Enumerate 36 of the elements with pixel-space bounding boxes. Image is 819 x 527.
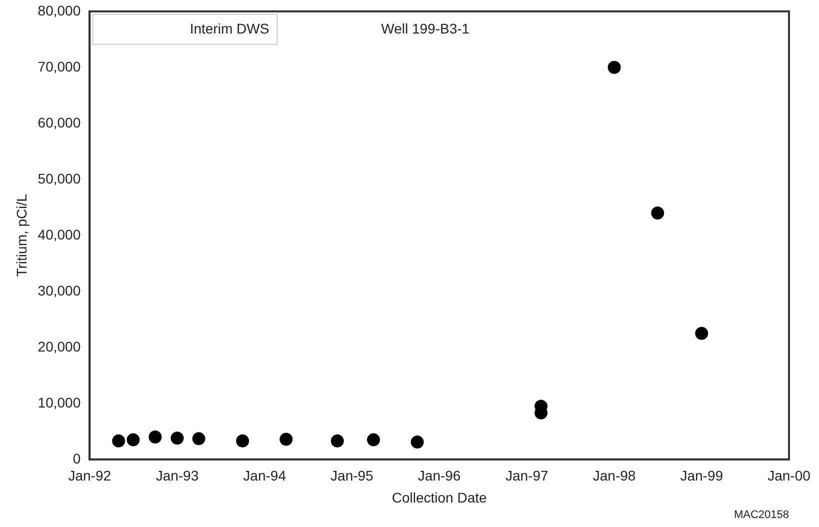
x-tick-label: Jan-96: [418, 468, 461, 484]
x-tick-label: Jan-99: [680, 468, 724, 484]
text: MAC20158: [734, 509, 789, 522]
x-axis-title: Collection Date: [392, 489, 487, 506]
x-tick-label: Jan-97: [506, 468, 549, 484]
x-tick-label: Jan-00: [768, 468, 811, 484]
point: [366, 433, 380, 446]
point: [170, 432, 184, 445]
y-tick-label: 70,000: [38, 58, 81, 74]
y-tick-label: 30,000: [38, 282, 81, 298]
x-tick-label: Jan-92: [68, 468, 112, 484]
point: [192, 432, 206, 446]
y-tick-label: 80,000: [38, 2, 81, 18]
x-tick-label: Jan-93: [156, 468, 199, 484]
point: [608, 60, 621, 74]
point: [126, 433, 140, 446]
y-tick-label: 60,000: [38, 114, 81, 130]
point: [148, 430, 162, 444]
point: [695, 326, 708, 340]
point: [236, 434, 250, 448]
point: [330, 434, 344, 448]
x-tick-label: Jan-98: [592, 468, 636, 484]
y-tick-label: 50,000: [38, 170, 81, 186]
annotation: Interim DWS: [190, 20, 270, 36]
point: [112, 434, 126, 448]
y-tick-label: 0: [72, 450, 81, 466]
y-axis-title: Tritium, pCi/L: [13, 194, 30, 277]
annotation: Well 199-B3-1: [381, 20, 470, 36]
point: [410, 436, 424, 449]
y-tick-label: 40,000: [38, 226, 81, 242]
point: [651, 206, 664, 220]
y-tick-label: 20,000: [38, 338, 81, 354]
x-tick-label: Jan-95: [330, 468, 374, 484]
point: [280, 432, 293, 446]
y-tick-label: 10,000: [38, 394, 81, 410]
x-tick-label: Jan-94: [243, 468, 286, 484]
